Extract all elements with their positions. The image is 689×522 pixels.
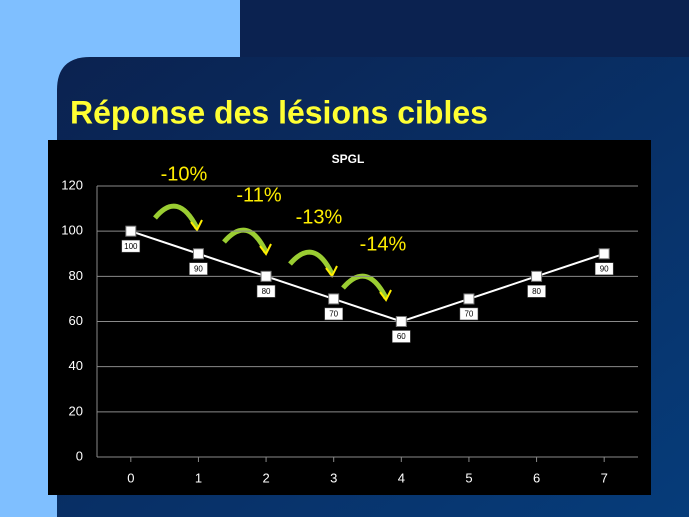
data-label: 80 bbox=[262, 287, 271, 296]
data-label: 100 bbox=[124, 242, 138, 251]
x-tick-label: 0 bbox=[127, 470, 134, 485]
data-label-box bbox=[324, 307, 343, 321]
annotation: -11% bbox=[236, 184, 281, 206]
slide-title: Réponse des lésions cibles bbox=[70, 94, 488, 130]
point bbox=[463, 293, 475, 305]
data-label: 70 bbox=[464, 310, 473, 319]
x-tick-label: 2 bbox=[262, 470, 269, 485]
point bbox=[260, 270, 272, 282]
data-label: 70 bbox=[329, 310, 338, 319]
data-label-box bbox=[121, 239, 141, 253]
arrow bbox=[288, 249, 335, 276]
data-label-box bbox=[392, 330, 411, 343]
background-band bbox=[240, 0, 689, 60]
arrow-head bbox=[379, 289, 392, 302]
y-tick-label: 60 bbox=[69, 313, 83, 328]
y-tick-label: 120 bbox=[61, 177, 83, 192]
data-label-box bbox=[594, 262, 614, 275]
annotation: -13% bbox=[296, 206, 343, 228]
chart-title: SPGL bbox=[332, 152, 365, 166]
point bbox=[125, 225, 137, 237]
data-label-box bbox=[459, 307, 479, 321]
chart-area bbox=[48, 140, 651, 495]
annotation: -10% bbox=[161, 163, 208, 185]
x-tick-label: 7 bbox=[601, 470, 608, 485]
data-label-box bbox=[527, 285, 546, 298]
data-label: 80 bbox=[532, 287, 541, 296]
point bbox=[328, 293, 340, 305]
x-tick-label: 1 bbox=[195, 470, 202, 485]
y-tick-label: 0 bbox=[76, 448, 83, 463]
arrow bbox=[153, 203, 200, 230]
data-label: 90 bbox=[194, 264, 203, 273]
data-label-box bbox=[256, 285, 276, 298]
y-tick-label: 20 bbox=[69, 403, 83, 418]
arrow-head bbox=[259, 243, 272, 256]
x-tick-label: 6 bbox=[533, 470, 540, 485]
x-tick-label: 4 bbox=[398, 470, 405, 485]
x-tick-label: 5 bbox=[465, 470, 472, 485]
data-label: 90 bbox=[600, 264, 609, 273]
y-tick-label: 40 bbox=[69, 358, 83, 373]
series-line bbox=[130, 230, 605, 323]
x-tick-label: 3 bbox=[330, 470, 337, 485]
data-label: 60 bbox=[397, 332, 406, 341]
arrow-head bbox=[190, 219, 203, 232]
point bbox=[531, 270, 543, 282]
point bbox=[395, 316, 407, 327]
point bbox=[598, 248, 610, 260]
point bbox=[192, 248, 204, 260]
annotation: -14% bbox=[360, 233, 407, 255]
y-tick-label: 100 bbox=[61, 223, 83, 238]
y-tick-label: 80 bbox=[69, 268, 83, 283]
data-label-box bbox=[189, 262, 208, 275]
